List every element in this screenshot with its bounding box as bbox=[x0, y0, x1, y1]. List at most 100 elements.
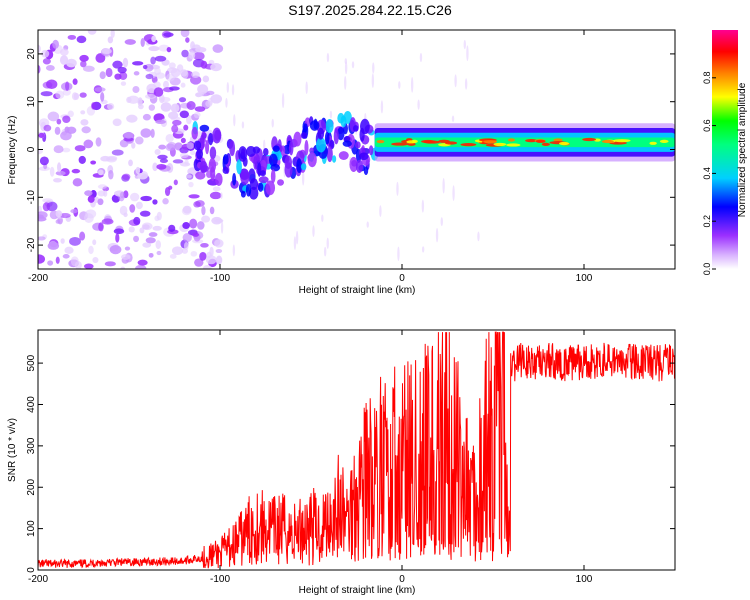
spectrogram-noise-cell bbox=[163, 32, 174, 38]
spectrogram-streak bbox=[263, 139, 266, 151]
spectrogram-signal-cell bbox=[317, 127, 325, 140]
spectrogram-noise-cell bbox=[142, 113, 151, 121]
spectrogram-noise-cell bbox=[148, 252, 154, 258]
spectrogram-noise-cell bbox=[205, 255, 217, 265]
spectrogram-peak bbox=[483, 140, 498, 144]
spectrogram-peak bbox=[406, 140, 416, 144]
spectrogram-streak bbox=[293, 236, 297, 250]
spectrogram-streak bbox=[305, 81, 308, 94]
spectrogram-streak bbox=[220, 221, 224, 234]
spectrogram-noise-cell bbox=[119, 205, 128, 216]
spectrogram-streak bbox=[421, 246, 425, 253]
spectrogram-streak bbox=[344, 75, 347, 90]
spectrogram-noise-cell bbox=[168, 224, 176, 232]
spectrogram-noise-cell bbox=[43, 124, 52, 132]
spectrogram-signal-cell bbox=[316, 137, 327, 153]
spectrogram-noise-cell bbox=[66, 58, 77, 68]
spectrogram-noise-cell bbox=[72, 78, 78, 85]
spectrogram-noise-cell bbox=[154, 55, 167, 62]
spectrogram-signal-cell bbox=[209, 146, 217, 160]
spectrogram-noise-cell bbox=[55, 219, 61, 224]
spectrogram-noise-cell bbox=[132, 61, 144, 66]
spectrogram-streak bbox=[344, 61, 348, 75]
spectrogram-noise-cell bbox=[155, 119, 167, 124]
spectrogram-streak bbox=[220, 192, 223, 199]
spectrogram-streak bbox=[226, 82, 230, 93]
spectrogram-signal-cell bbox=[207, 132, 214, 146]
spectrogram-noise-cell bbox=[182, 222, 190, 229]
spectrogram-streak bbox=[421, 199, 425, 213]
spectrogram-noise-cell bbox=[124, 246, 131, 251]
spectrogram-noise-cell bbox=[158, 94, 165, 104]
snr-y-tick-label: 200 bbox=[26, 478, 37, 495]
spectrogram-noise-cell bbox=[182, 233, 192, 243]
spectrogram-noise-cell bbox=[79, 92, 87, 98]
spectrogram-signal-cell bbox=[257, 182, 264, 192]
spectrogram-streak bbox=[366, 221, 369, 228]
spectrogram-x-tick-label: -200 bbox=[28, 273, 48, 284]
spectrogram-noise-cell bbox=[101, 48, 112, 55]
spectrogram-noise-cell bbox=[144, 94, 157, 99]
colorbar-tick-label: 0.2 bbox=[702, 215, 712, 228]
spectrogram-noise-cell bbox=[152, 199, 158, 205]
spectrogram-noise-cell bbox=[64, 126, 70, 133]
spectrogram-noise-cell bbox=[139, 210, 151, 217]
spectrogram-noise-cell bbox=[185, 37, 190, 43]
spectrogram-noise-cell bbox=[181, 49, 189, 58]
spectrogram-streak bbox=[398, 81, 401, 89]
spectrogram-noise-cell bbox=[67, 34, 77, 40]
spectrogram-signal-cell bbox=[300, 132, 308, 139]
spectrogram-noise-cell bbox=[74, 145, 86, 152]
spectrogram-signal-cell bbox=[325, 119, 334, 134]
spectrogram-noise-cell bbox=[53, 177, 62, 183]
spectrogram-noise-cell bbox=[172, 119, 182, 126]
snr-y-tick-label: 400 bbox=[26, 396, 37, 413]
spectrogram-noise-cell bbox=[130, 192, 140, 202]
spectrogram-noise-cell bbox=[203, 265, 212, 269]
spectrogram-noise-cell bbox=[97, 169, 104, 176]
spectrogram-noise-cell bbox=[47, 111, 60, 122]
snr-x-axis: -200 -100 0 100 bbox=[28, 330, 593, 585]
spectrogram-noise-cell bbox=[151, 35, 157, 43]
spectrogram-noise-cell bbox=[195, 200, 205, 207]
spectrogram-noise-cell bbox=[38, 44, 41, 54]
spectrogram-noise-cell bbox=[150, 128, 155, 138]
spectrogram-signal-cell bbox=[324, 131, 330, 145]
spectrogram-noise-cell bbox=[81, 126, 91, 134]
spectrogram-signal-cell bbox=[232, 173, 237, 186]
spectrogram-signal-cell bbox=[258, 176, 269, 184]
colorbar: 0.0 0.2 0.4 0.6 0.8 Normalized spectral ampl… bbox=[702, 30, 748, 275]
spectrogram-noise-cell bbox=[38, 236, 46, 241]
spectrogram-streak bbox=[232, 244, 236, 257]
spectrogram-noise-cell bbox=[160, 102, 172, 112]
spectrogram-noise-cell bbox=[111, 149, 124, 156]
spectrogram-noise-cell bbox=[162, 80, 170, 89]
spectrogram-noise-cell bbox=[38, 64, 41, 74]
spectrogram-noise-cell bbox=[200, 242, 209, 248]
spectrogram-noise-cell bbox=[153, 87, 164, 97]
spectrogram-noise-cell bbox=[79, 54, 89, 62]
spectrogram-noise-cell bbox=[145, 237, 156, 244]
spectrogram-noise-cell bbox=[214, 239, 224, 248]
spectrogram-streak bbox=[442, 178, 445, 194]
spectrogram-noise-cell bbox=[107, 36, 114, 44]
spectrogram-noise-cell bbox=[133, 216, 141, 226]
spectrogram-streak bbox=[417, 99, 420, 110]
spectrogram-noise-cell bbox=[54, 126, 61, 135]
spectrogram-x-tick-label: 100 bbox=[576, 273, 593, 284]
colorbar-tick-label: 0.6 bbox=[702, 119, 712, 132]
spectrogram-signal-cell bbox=[359, 127, 365, 142]
spectrogram-peak bbox=[421, 139, 436, 144]
spectrogram-noise-cell bbox=[215, 249, 223, 254]
spectrogram-noise-cell bbox=[188, 194, 200, 199]
spectrogram-noise-cell bbox=[197, 84, 209, 95]
spectrogram-noise-cell bbox=[55, 210, 63, 218]
spectrogram-noise-cell bbox=[128, 226, 135, 233]
spectrogram-noise-cell bbox=[39, 156, 49, 166]
spectrogram-image bbox=[38, 30, 675, 269]
spectrogram-noise-cell bbox=[127, 95, 140, 104]
spectrogram-noise-cell bbox=[100, 155, 111, 162]
spectrogram-x-label: Height of straight line (km) bbox=[299, 285, 416, 296]
spectrogram-streak bbox=[419, 52, 423, 63]
spectrogram-noise-cell bbox=[104, 261, 116, 267]
